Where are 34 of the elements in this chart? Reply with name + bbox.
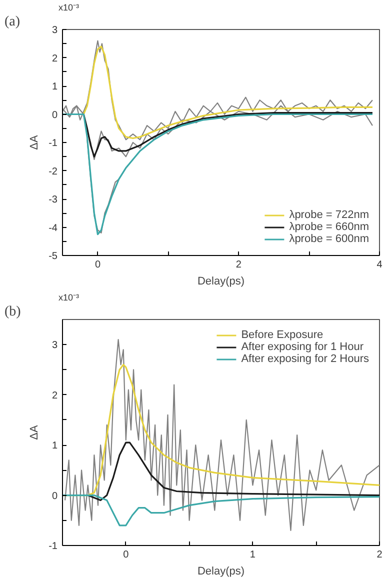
y-tick-label: 1 xyxy=(52,440,58,452)
text: (b) xyxy=(4,304,22,320)
legend-label: After exposing for 1 Hour xyxy=(241,341,364,353)
x-axis-title: Delay(ps) xyxy=(197,276,245,288)
x-tick-label: 1 xyxy=(250,550,256,560)
text: (a) xyxy=(4,14,20,30)
y-tick-label: 3 xyxy=(52,340,58,352)
y-tick-label: -1 xyxy=(48,138,58,149)
y-tick-label: -2 xyxy=(48,166,58,178)
y-tick-label: 0 xyxy=(52,490,58,502)
y-tick-label: -5 xyxy=(48,251,58,262)
y-tick-label: -1 xyxy=(48,541,58,552)
legend-label: λprobe = 722nm xyxy=(289,209,369,221)
legend-label: After exposing for 2 Hours xyxy=(241,353,369,365)
y-tick-label: 2 xyxy=(52,53,58,64)
legend-label: λprobe = 660nm xyxy=(289,221,369,233)
x-tick-label: 4 xyxy=(376,260,383,270)
legend-label: λprobe = 600nm xyxy=(289,233,369,245)
y-tick-label: 1 xyxy=(52,82,58,92)
x-axis-title: Delay(ps) xyxy=(197,566,245,578)
x-tick-label: 2 xyxy=(376,550,383,560)
text: x10⁻³ xyxy=(58,292,80,302)
y-axis-title: ΔA xyxy=(28,424,41,440)
y-tick-label: 0 xyxy=(52,110,58,121)
y-tick-label: 2 xyxy=(52,390,58,402)
y-axis-title: ΔA xyxy=(28,134,41,150)
y-tick-label: 3 xyxy=(52,25,58,36)
x-tick-label: 2 xyxy=(236,260,242,270)
y-tick-label: -3 xyxy=(48,194,58,206)
x-tick-label: 0 xyxy=(123,550,130,560)
y-tick-label: -4 xyxy=(48,222,58,234)
x-tick-label: 0 xyxy=(94,260,101,270)
text: x10⁻³ xyxy=(58,2,80,12)
legend-label: Before Exposure xyxy=(241,329,324,341)
